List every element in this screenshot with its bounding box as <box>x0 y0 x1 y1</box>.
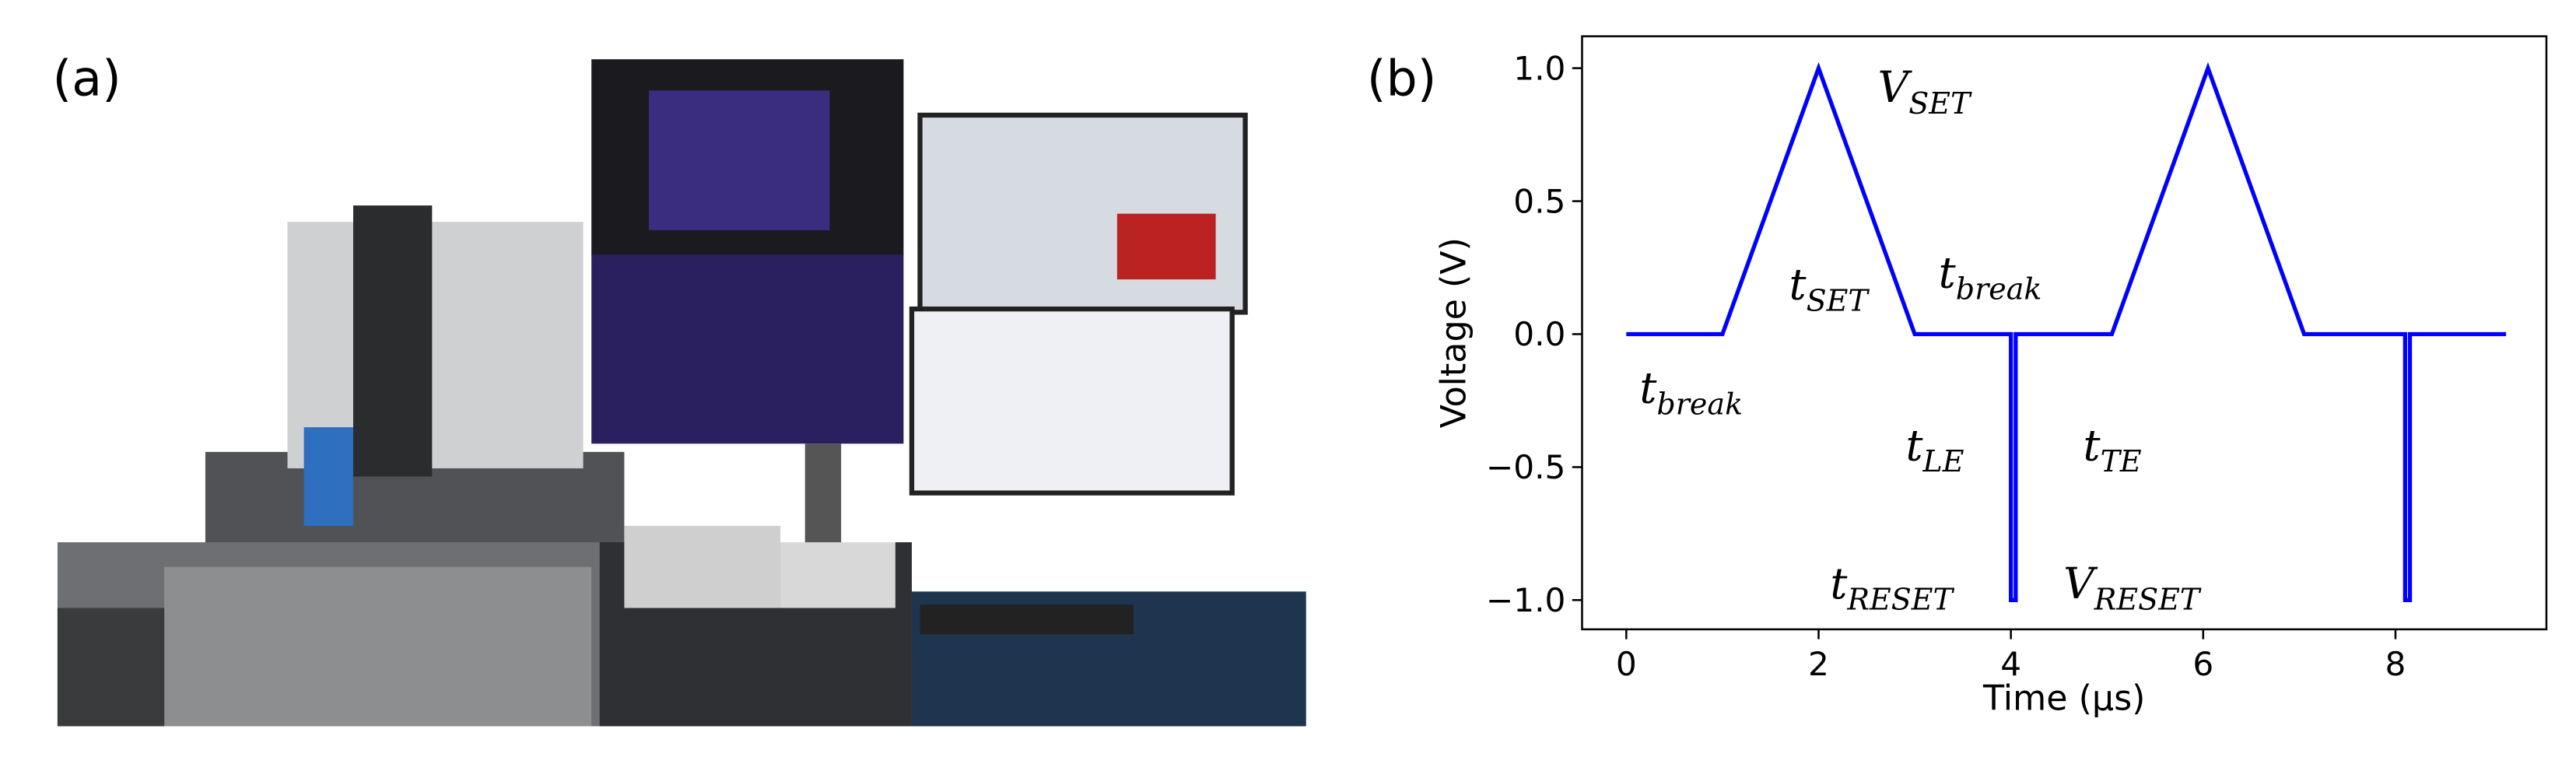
y-tick-label: 0.0 <box>1513 315 1565 353</box>
annotation: tTE <box>2084 420 2142 478</box>
annotation: VSET <box>1878 62 1972 121</box>
annotation: tbreak <box>1639 363 1743 422</box>
monitor-arm <box>804 443 842 559</box>
annotation-base: t <box>1830 559 1848 608</box>
monitor <box>591 254 904 444</box>
instrument <box>780 541 895 608</box>
data-line <box>1626 61 2507 602</box>
keyboard <box>920 605 1134 635</box>
x-axis-label: Time (µs) <box>1982 678 2145 718</box>
annotation-base: t <box>1789 259 1807 309</box>
annotation-base: V <box>1878 62 1913 112</box>
annotation-sub: RESET <box>2094 583 2202 617</box>
panel-label: (a) <box>53 50 121 107</box>
y-tick-label: −0.5 <box>1486 448 1566 486</box>
annotation-sub: break <box>1956 272 2042 306</box>
microscope <box>352 205 433 477</box>
annotation-base: V <box>2063 559 2098 608</box>
station-side <box>57 608 165 727</box>
annotation-base: t <box>1939 248 1957 298</box>
annotation-sub: break <box>1656 387 1743 421</box>
annotation: tLE <box>1905 420 1964 478</box>
x-tick-label: 2 <box>1808 645 1829 683</box>
x-tick-label: 0 <box>1616 645 1637 683</box>
screen-plot <box>1116 213 1216 280</box>
annotation: tRESET <box>1830 559 1954 617</box>
y-tick-label: −1.0 <box>1486 581 1566 619</box>
annotation-base: t <box>1639 363 1657 413</box>
annotation: VRESET <box>2063 559 2202 617</box>
panel-label: (b) <box>1367 50 1437 107</box>
y-axis-label: Voltage (V) <box>1435 237 1474 428</box>
cable <box>303 427 353 526</box>
instrument <box>624 525 781 608</box>
annotation-sub: TE <box>2101 444 2142 478</box>
annotation-sub: RESET <box>1846 583 1954 617</box>
x-tick-label: 6 <box>2192 645 2213 683</box>
annotation-sub: SET <box>1807 283 1870 317</box>
monitor <box>909 306 1235 496</box>
annotation-sub: SET <box>1908 86 1972 121</box>
annotation-base: t <box>1905 420 1923 470</box>
annotation: tbreak <box>1939 248 2042 307</box>
screen <box>649 90 830 230</box>
axes-frame <box>1581 35 2548 631</box>
annotation-base: t <box>2084 420 2101 470</box>
y-tick-label: 0.5 <box>1513 182 1565 220</box>
station-front <box>164 566 592 727</box>
x-tick-label: 8 <box>2385 645 2406 683</box>
x-tick-label: 4 <box>2000 645 2021 683</box>
y-tick-label: 1.0 <box>1513 49 1565 87</box>
photo <box>57 59 1306 727</box>
annotation-sub: LE <box>1922 444 1964 478</box>
annotation: tSET <box>1789 259 1870 317</box>
